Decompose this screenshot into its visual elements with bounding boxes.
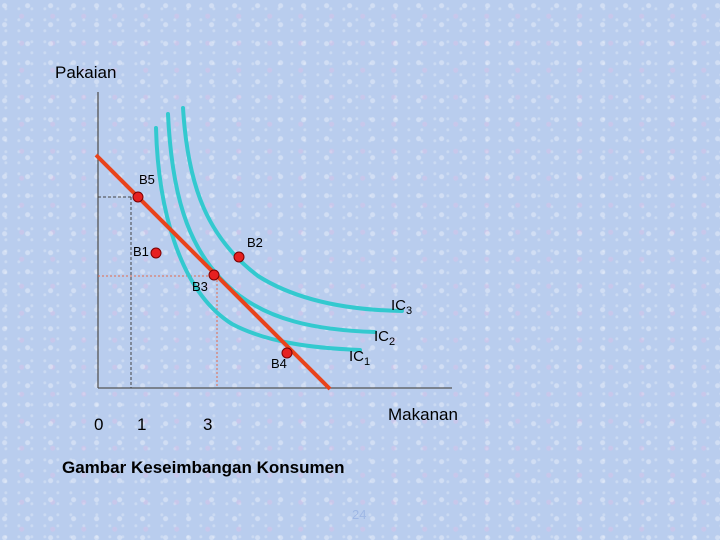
indifference-curve-ic2 xyxy=(166,112,377,334)
point-b2 xyxy=(233,251,245,263)
x-tick-label-0: 0 xyxy=(94,415,104,434)
y-axis-label: Pakaian xyxy=(55,63,117,82)
indifference-curve-ic3 xyxy=(181,106,404,313)
point-b1 xyxy=(150,247,162,259)
x-axis-label: Makanan xyxy=(388,405,458,424)
indifference-curve-ic1 xyxy=(154,126,362,352)
curve-label-ic3: IC3 xyxy=(391,297,413,317)
point-b5 xyxy=(132,191,144,203)
point-label-b2: B2 xyxy=(247,235,263,250)
figure-caption: Gambar Keseimbangan Konsumen xyxy=(62,458,345,477)
curve-label-ic2: IC2 xyxy=(374,328,396,348)
slide-number: 24 xyxy=(352,507,367,522)
x-tick-label-3: 3 xyxy=(203,415,213,434)
point-label-b1: B1 xyxy=(133,244,149,259)
curve-label-ic1: IC1 xyxy=(349,348,371,368)
point-b3 xyxy=(208,269,220,281)
point-b4 xyxy=(281,347,293,359)
point-label-b3: B3 xyxy=(192,279,208,294)
point-label-b5: B5 xyxy=(139,172,155,187)
x-tick-label-1: 1 xyxy=(137,415,147,434)
point-label-b4: B4 xyxy=(271,356,287,371)
